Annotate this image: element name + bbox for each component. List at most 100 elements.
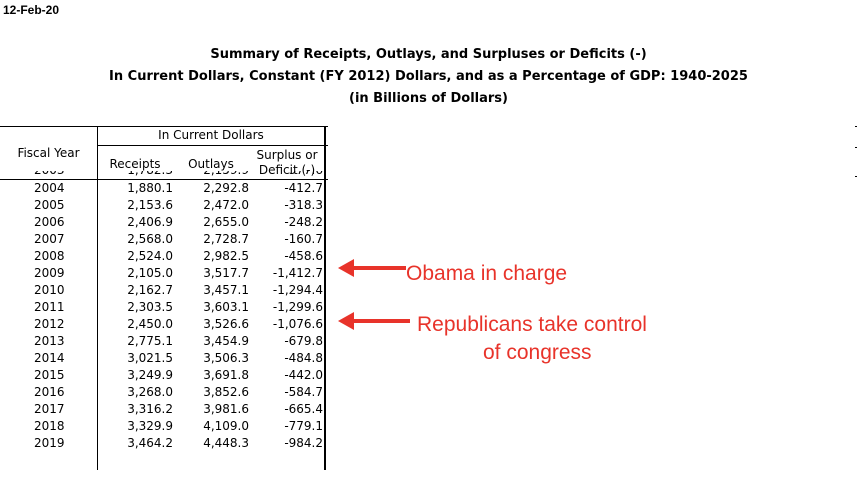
table-rows: 2004 1,880.1 2,292.8 -412.7 2005 2,153.6 2,472…: [0, 180, 335, 452]
table-row: 2012 2,450.0 3,526.6 -1,076.6: [0, 316, 335, 333]
cell-year: 2013: [34, 334, 65, 348]
arrow-left-icon: [338, 259, 406, 277]
table-row: 2006 2,406.9 2,655.0 -248.2: [0, 214, 335, 231]
cell-outlays: 3,506.3: [203, 351, 249, 365]
title-line-2: In Current Dollars, Constant (FY 2012) D…: [109, 69, 748, 84]
cell-year: 2014: [34, 351, 65, 365]
edge-mark: [855, 176, 857, 177]
annotation-republicans-line2: of congress: [483, 341, 592, 364]
cell-surplus: -160.7: [284, 232, 323, 246]
cell-year: 2011: [34, 300, 65, 314]
report-title: Summary of Receipts, Outlays, and Surplu…: [0, 44, 857, 110]
cell-receipts: 2,303.5: [127, 300, 173, 314]
cell-outlays: 2,292.8: [203, 181, 249, 195]
cell-outlays: 4,448.3: [203, 436, 249, 450]
table-row: 2017 3,316.2 3,981.6 -665.4: [0, 401, 335, 418]
cell-year: 2012: [34, 317, 65, 331]
cell-surplus: -458.6: [284, 249, 323, 263]
cell-surplus: -318.3: [284, 198, 323, 212]
cell-outlays: 2,159.9: [173, 171, 249, 179]
cell-year: 2010: [34, 283, 65, 297]
cell-outlays: 2,982.5: [203, 249, 249, 263]
col-header-surplus-line2: Deficit (-): [258, 163, 316, 177]
cell-year: 2019: [34, 436, 65, 450]
cell-receipts: 1,880.1: [127, 181, 173, 195]
group-header-rule: [97, 145, 328, 146]
cell-surplus: -984.2: [284, 436, 323, 450]
table-row: 2014 3,021.5 3,506.3 -484.8: [0, 350, 335, 367]
cell-surplus: -584.7: [284, 385, 323, 399]
cell-surplus: -1,294.4: [272, 283, 323, 297]
table-row: 2019 3,464.2 4,448.3 -984.2: [0, 435, 335, 452]
cell-receipts: 3,021.5: [127, 351, 173, 365]
cell-receipts: 2,406.9: [127, 215, 173, 229]
table-row: 2018 3,329.9 4,109.0 -779.1: [0, 418, 335, 435]
cell-surplus: -248.2: [284, 215, 323, 229]
cell-outlays: 3,457.1: [203, 283, 249, 297]
cell-year: 2015: [34, 368, 65, 382]
annotation-republicans-line1: Republicans take control: [417, 313, 647, 336]
cell-surplus: -484.8: [284, 351, 323, 365]
cell-year: 2005: [34, 198, 65, 212]
table-row: 2004 1,880.1 2,292.8 -412.7: [0, 180, 335, 197]
table-row-partial: 2003 1,782.3 2,159.9 -377.6: [0, 171, 335, 180]
cell-outlays: 3,691.8: [203, 368, 249, 382]
cell-receipts: 2,450.0: [127, 317, 173, 331]
col-header-outlays: Outlays: [188, 157, 234, 171]
col-header-fiscal-year: Fiscal Year: [17, 146, 80, 160]
cell-year: 2007: [34, 232, 65, 246]
cell-year: 2017: [34, 402, 65, 416]
cell-outlays: 3,852.6: [203, 385, 249, 399]
cell-surplus: -377.6: [250, 171, 323, 179]
cell-receipts: 2,162.7: [127, 283, 173, 297]
header-bottom-rule: [0, 179, 328, 180]
cell-outlays: 2,472.0: [203, 198, 249, 212]
cell-year: 2018: [34, 419, 65, 433]
budget-table: Fiscal Year In Current Dollars Receipts …: [0, 124, 335, 474]
cell-outlays: 3,454.9: [203, 334, 249, 348]
cell-year: 2016: [34, 385, 65, 399]
cell-surplus: -779.1: [284, 419, 323, 433]
cell-year: 2006: [34, 215, 65, 229]
col-header-surplus-line1: Surplus or: [256, 148, 318, 162]
cell-surplus: -412.7: [284, 181, 323, 195]
cell-receipts: 2,153.6: [127, 198, 173, 212]
col-header-receipts: Receipts: [109, 157, 161, 171]
cell-surplus: -665.4: [284, 402, 323, 416]
cell-outlays: 2,655.0: [203, 215, 249, 229]
cell-outlays: 2,728.7: [203, 232, 249, 246]
title-line-1: Summary of Receipts, Outlays, and Surplu…: [210, 47, 647, 62]
col-header-surplus: Surplus or Deficit (-): [252, 148, 322, 178]
cell-receipts: 2,105.0: [127, 266, 173, 280]
cell-surplus: -679.8: [284, 334, 323, 348]
cell-receipts: 3,464.2: [127, 436, 173, 450]
table-top-rule: [0, 126, 328, 127]
cell-receipts: 2,568.0: [127, 232, 173, 246]
edge-mark: [855, 126, 857, 127]
table-row: 2007 2,568.0 2,728.7 -160.7: [0, 231, 335, 248]
table-row: 2009 2,105.0 3,517.7 -1,412.7: [0, 265, 335, 282]
annotation-obama: Obama in charge: [406, 262, 568, 285]
table-row: 2005 2,153.6 2,472.0 -318.3: [0, 197, 335, 214]
cell-surplus: -1,076.6: [272, 317, 323, 331]
cell-year: 2003: [34, 171, 68, 179]
cell-surplus: -1,412.7: [272, 266, 323, 280]
table-row: 2008 2,524.0 2,982.5 -458.6: [0, 248, 335, 265]
column-divider-right: [324, 126, 326, 470]
cell-surplus: -1,299.6: [272, 300, 323, 314]
title-line-3: (in Billions of Dollars): [349, 91, 508, 106]
table-body: 2003 1,782.3 2,159.9 -377.6 20041,880.12…: [0, 171, 335, 452]
cell-outlays: 3,526.6: [203, 317, 249, 331]
cell-receipts: 2,524.0: [127, 249, 173, 263]
table-row: 2013 2,775.1 3,454.9 -679.8: [0, 333, 335, 350]
cell-outlays: 3,981.6: [203, 402, 249, 416]
table-row: 2016 3,268.0 3,852.6 -584.7: [0, 384, 335, 401]
group-header-current-dollars: In Current Dollars: [158, 128, 264, 142]
cell-outlays: 3,603.1: [203, 300, 249, 314]
cell-year: 2009: [34, 266, 65, 280]
cell-receipts: 2,775.1: [127, 334, 173, 348]
cell-receipts: 3,316.2: [127, 402, 173, 416]
date-stamp: 12-Feb-20: [3, 3, 60, 17]
edge-mark: [855, 147, 857, 148]
cell-outlays: 4,109.0: [203, 419, 249, 433]
